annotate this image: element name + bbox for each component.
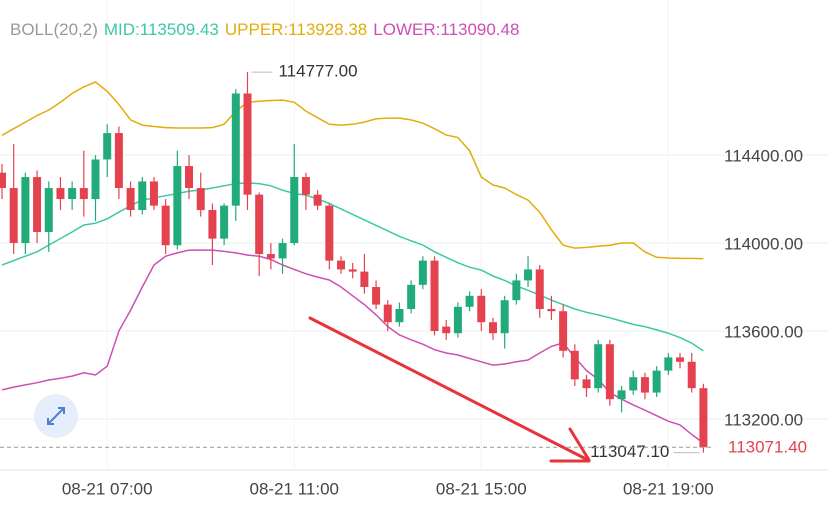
legend-text: BOLL(20,2) MID:113509.43 UPPER:113928.38 LO… <box>10 20 519 39</box>
candle-body <box>149 181 158 206</box>
y-tick-label: 114000.00 <box>724 235 803 254</box>
candle-body <box>337 260 346 270</box>
candle-body <box>442 326 451 334</box>
candle-body <box>348 269 357 272</box>
candle-body <box>524 269 533 281</box>
x-axis: 08-21 07:00 08-21 11:00 08-21 15:00 08-21 1… <box>62 479 714 498</box>
y-tick-label: 113200.00 <box>724 410 803 429</box>
candle-body <box>301 177 310 195</box>
x-tick-label: 08-21 11:00 <box>250 479 339 498</box>
candle-body <box>430 260 439 332</box>
candle-body <box>699 388 708 448</box>
candle-body <box>465 295 474 307</box>
legend-entry: UPPER:113928.38 <box>225 20 367 39</box>
candle-body <box>255 194 264 255</box>
candle-body <box>664 357 673 371</box>
candle-body <box>161 205 170 246</box>
plot <box>0 72 708 453</box>
candle-body <box>44 188 53 233</box>
low-label: 113047.10 <box>590 442 669 461</box>
x-tick-label: 08-21 15:00 <box>436 479 527 498</box>
candle-body <box>535 269 544 310</box>
trend-arrow <box>308 316 591 463</box>
y-tick-label: 113600.00 <box>724 322 803 341</box>
candle-body <box>126 188 135 211</box>
candle-body <box>266 254 275 259</box>
candle-body <box>278 243 287 259</box>
candle-body <box>360 271 369 288</box>
legend-entry: MID:113509.43 <box>104 20 219 39</box>
candle-body <box>138 181 147 211</box>
candle-body <box>173 166 182 246</box>
candle-body <box>570 350 579 380</box>
candle-body <box>33 177 42 233</box>
expand-button[interactable] <box>34 394 78 438</box>
candle-body <box>91 159 100 200</box>
candle-body <box>383 304 392 323</box>
legend: BOLL(20,2) MID:113509.43 UPPER:113928.38 LO… <box>10 20 519 39</box>
candle-body <box>676 357 685 362</box>
candle-body <box>687 361 696 389</box>
candle-body <box>372 287 381 305</box>
candle-body <box>453 306 462 334</box>
candle-body <box>594 344 603 389</box>
y-tick-label: 114400.00 <box>724 147 803 166</box>
candle-body <box>652 370 661 393</box>
arrow-head <box>568 427 591 462</box>
candle-body <box>547 309 556 312</box>
last-price-bg <box>720 434 825 461</box>
last-price-label: 113071.40 <box>728 438 807 457</box>
candle-body <box>395 309 404 323</box>
legend-entry: LOWER:113090.48 <box>373 20 519 39</box>
indicator-label: BOLL(20,2) <box>10 20 98 39</box>
x-tick-label: 08-21 19:00 <box>623 479 714 498</box>
candle-body <box>640 377 649 393</box>
expand-icon <box>47 407 65 425</box>
candle-body <box>629 377 638 391</box>
candle-body <box>114 133 123 189</box>
candle-body <box>582 379 591 389</box>
candle-body <box>185 166 194 189</box>
candle-body <box>196 188 205 211</box>
candle-body <box>500 300 509 334</box>
candle-body <box>9 188 18 244</box>
candle-body <box>477 295 486 323</box>
candle-body <box>313 194 322 206</box>
arrow-shaft <box>308 316 590 462</box>
candle-body <box>0 172 6 189</box>
candle-body <box>56 188 65 200</box>
candle-body <box>79 188 88 200</box>
candle-body <box>605 344 614 400</box>
band-line <box>1 81 704 260</box>
candle-body <box>290 177 299 244</box>
candle-body <box>208 210 217 239</box>
candle-body <box>220 205 229 239</box>
annotations: 114777.00 113047.10 113071.40 <box>0 62 825 461</box>
candle-body <box>243 93 252 195</box>
high-label: 114777.00 <box>278 62 357 81</box>
band-line <box>1 182 704 352</box>
candle-body <box>325 205 334 261</box>
candle-body <box>617 390 626 400</box>
grid: 113200.00 113600.00 114000.00 114400.00 <box>0 0 829 471</box>
candle-body <box>68 188 77 200</box>
candle-body <box>103 133 112 160</box>
candle-body <box>488 322 497 334</box>
candle-body <box>21 177 30 244</box>
candle-body <box>231 93 240 206</box>
band-line <box>1 249 704 444</box>
candle-body <box>512 280 521 301</box>
x-tick-label: 08-21 07:00 <box>62 479 153 498</box>
candle-body <box>559 311 568 351</box>
candle-body <box>418 260 427 285</box>
candle-body <box>407 284 416 310</box>
